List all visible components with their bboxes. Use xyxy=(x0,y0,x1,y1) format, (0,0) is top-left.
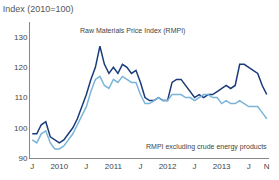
svg-text:RMPI excluding crude energy pr: RMPI excluding crude energy products xyxy=(146,143,267,151)
svg-text:Index (2010=100): Index (2010=100) xyxy=(3,4,74,14)
svg-text:N: N xyxy=(264,162,270,171)
svg-text:2012: 2012 xyxy=(159,162,177,171)
svg-text:J: J xyxy=(138,162,142,171)
svg-text:Raw Materials Price Index (RMP: Raw Materials Price Index (RMPI) xyxy=(80,27,185,35)
svg-text:2010: 2010 xyxy=(50,162,68,171)
svg-text:J: J xyxy=(247,162,251,171)
svg-text:J: J xyxy=(193,162,197,171)
svg-text:2011: 2011 xyxy=(105,162,123,171)
svg-text:J: J xyxy=(84,162,88,171)
svg-text:130: 130 xyxy=(14,33,28,42)
svg-text:2013: 2013 xyxy=(213,162,231,171)
svg-text:90: 90 xyxy=(18,154,27,163)
svg-text:100: 100 xyxy=(14,124,28,133)
svg-text:110: 110 xyxy=(15,93,28,102)
svg-text:120: 120 xyxy=(14,63,28,72)
svg-text:J: J xyxy=(30,162,34,171)
